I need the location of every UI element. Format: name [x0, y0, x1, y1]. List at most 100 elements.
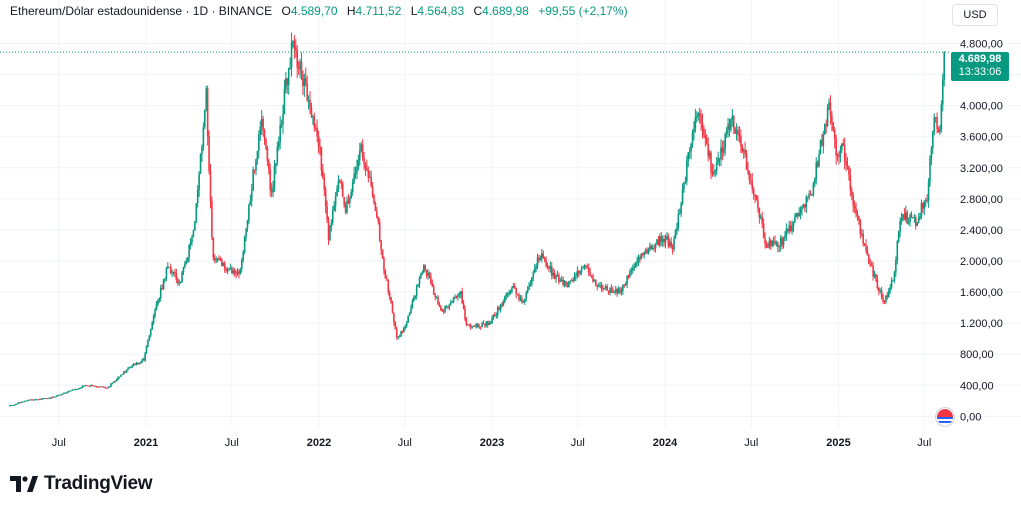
candle-body — [87, 385, 90, 387]
candle-body — [221, 259, 223, 266]
candle-body — [724, 133, 727, 149]
candle-body — [627, 275, 630, 277]
candle-body — [23, 401, 26, 402]
candle-body — [216, 258, 219, 260]
candle-body — [388, 292, 391, 298]
candle-body — [926, 200, 928, 201]
candle-body — [16, 403, 18, 405]
candle-body — [145, 346, 148, 354]
candle-body — [403, 327, 405, 332]
candle-body — [115, 379, 118, 382]
candle-body — [936, 117, 938, 129]
candle-body — [344, 205, 347, 213]
candle-body — [693, 128, 695, 133]
candle-body — [668, 241, 671, 246]
candle-body — [755, 196, 758, 201]
y-tick-label: 3.200,00 — [960, 163, 1003, 175]
candle-body — [599, 285, 601, 286]
candle-body — [651, 247, 654, 249]
candle-body — [44, 398, 47, 399]
candle-body — [762, 223, 765, 239]
candle-body — [518, 294, 520, 300]
candle-body — [199, 153, 202, 174]
candle-body — [486, 321, 489, 325]
candle-body — [508, 292, 510, 295]
candle-body — [73, 389, 75, 391]
y-tick-label: 800,00 — [960, 349, 994, 361]
candle-body — [792, 221, 795, 227]
last-price-value: 4.689,98 — [958, 53, 1002, 65]
candle-body — [428, 273, 431, 277]
candle-body — [258, 134, 260, 151]
candle-body — [907, 222, 910, 224]
candle-body — [603, 287, 606, 290]
candle-body — [573, 276, 576, 282]
candle-body — [539, 258, 542, 261]
candle-body — [357, 159, 360, 167]
candle-body — [172, 271, 175, 273]
candle-body — [408, 313, 411, 316]
candle-body — [899, 220, 901, 232]
candle-body — [832, 122, 835, 130]
candle-body — [474, 326, 476, 327]
candle-body — [863, 243, 866, 245]
candle-body — [772, 240, 775, 242]
candle-body — [879, 290, 882, 292]
candle-body — [117, 377, 119, 380]
candle-body — [296, 50, 299, 68]
candle-body — [939, 129, 941, 133]
currency-button[interactable]: USD — [952, 4, 998, 26]
candle-body — [839, 150, 842, 157]
us-flag-icon[interactable] — [936, 408, 954, 426]
candle-body — [579, 271, 581, 274]
candle-body — [219, 258, 222, 260]
candle-body — [80, 387, 82, 389]
candle-body — [83, 385, 85, 387]
candle-body — [774, 240, 776, 244]
candle-body — [9, 405, 11, 407]
candle-body — [378, 222, 381, 241]
tradingview-logo[interactable]: TradingView — [10, 472, 153, 496]
candle-body — [167, 266, 169, 269]
candle-body — [600, 285, 603, 289]
candle-body — [98, 386, 101, 388]
candle-body — [721, 147, 724, 153]
candle-body — [515, 288, 518, 295]
candle-body — [519, 298, 522, 300]
candle-body — [440, 306, 442, 310]
candle-body — [558, 274, 560, 283]
candle-body — [718, 157, 721, 160]
candle-body — [596, 285, 599, 287]
candle-body — [451, 301, 454, 303]
candle-body — [223, 262, 226, 269]
candle-body — [504, 296, 506, 302]
candle-body — [280, 124, 283, 125]
candle-body — [872, 265, 874, 277]
candle-body — [664, 238, 667, 243]
candle-body — [255, 159, 257, 171]
candle-body — [74, 389, 77, 391]
candle-body — [319, 146, 321, 148]
candle-body — [326, 206, 328, 220]
candle-body — [27, 399, 30, 401]
candle-body — [76, 388, 78, 390]
candle-body — [154, 309, 156, 317]
candle-body — [562, 279, 564, 285]
candle-body — [686, 160, 688, 182]
candle-body — [262, 118, 264, 131]
candle-body — [529, 283, 532, 286]
candle-body — [468, 324, 471, 326]
candle-body — [570, 279, 573, 282]
candle-body — [105, 387, 108, 389]
candle-body — [786, 228, 789, 232]
candle-body — [484, 324, 486, 326]
candle-body — [697, 113, 700, 117]
symbol-label[interactable]: Ethereum/Dólar estadounidense · 1D · BIN… — [10, 4, 273, 18]
candle-body — [478, 326, 481, 328]
candle-body — [933, 116, 936, 132]
candle-body — [545, 260, 547, 267]
candle-body — [447, 306, 449, 308]
candle-body — [852, 194, 855, 206]
candle-body — [434, 294, 436, 297]
